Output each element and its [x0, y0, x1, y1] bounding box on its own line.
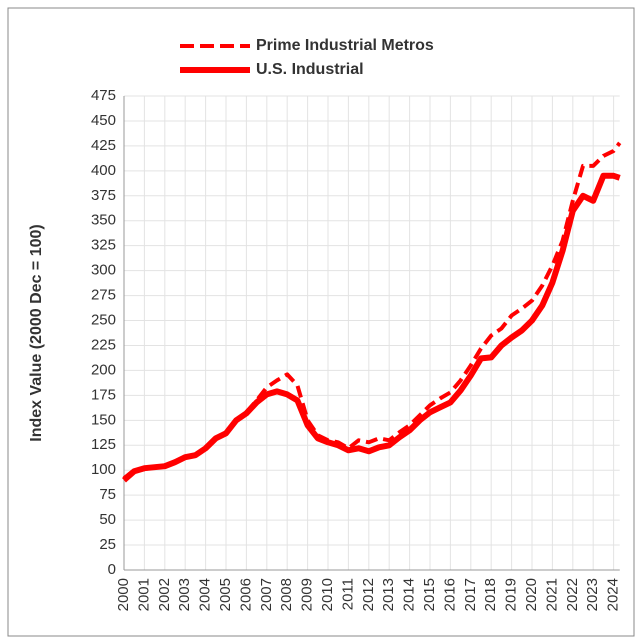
x-tick-label: 2010 [319, 578, 336, 611]
x-tick-label: 2018 [482, 578, 499, 611]
y-tick-label: 275 [91, 287, 116, 304]
x-tick-label: 2021 [543, 578, 560, 611]
x-tick-label: 2012 [360, 578, 377, 611]
y-tick-label: 0 [108, 561, 116, 578]
x-tick-label: 2024 [605, 578, 622, 611]
x-tick-label: 2019 [503, 578, 520, 611]
line-series [122, 172, 621, 483]
y-tick-label: 50 [99, 511, 116, 528]
y-tick-label: 350 [91, 212, 116, 229]
x-tick-label: 2002 [156, 578, 173, 611]
x-tick-label: 2017 [462, 578, 479, 611]
y-tick-label: 125 [91, 436, 116, 453]
x-tick-label: 2023 [584, 578, 601, 611]
y-tick-label: 150 [91, 411, 116, 428]
x-tick-label: 2008 [278, 578, 295, 611]
y-tick-label: 300 [91, 262, 116, 279]
x-tick-label: 2009 [299, 578, 316, 611]
y-tick-label: 325 [91, 237, 116, 254]
x-tick-label: 2014 [401, 578, 418, 611]
y-tick-label: 175 [91, 386, 116, 403]
x-tick-label: 2016 [441, 578, 458, 611]
y-tick-label: 225 [91, 336, 116, 353]
legend-label: U.S. Industrial [256, 61, 364, 78]
y-tick-label: 100 [91, 461, 116, 478]
x-tick-label: 2004 [197, 578, 214, 611]
y-tick-label: 200 [91, 361, 116, 378]
y-tick-label: 250 [91, 311, 116, 328]
y-tick-label: 425 [91, 137, 116, 154]
y-tick-label: 25 [99, 536, 116, 553]
x-tick-label: 2020 [523, 578, 540, 611]
y-tick-label: 475 [91, 87, 116, 104]
y-tick-label: 400 [91, 162, 116, 179]
y-tick-label: 75 [99, 486, 116, 503]
x-tick-label: 2001 [135, 578, 152, 611]
x-tick-label: 2006 [237, 578, 254, 611]
x-tick-label: 2022 [564, 578, 581, 611]
y-tick-label: 450 [91, 112, 116, 129]
y-tick-label: 375 [91, 187, 116, 204]
x-tick-label: 2000 [115, 578, 132, 611]
legend-label: Prime Industrial Metros [256, 37, 434, 54]
x-tick-label: 2011 [339, 578, 356, 610]
x-tick-label: 2005 [217, 578, 234, 611]
x-tick-label: 2007 [258, 578, 275, 611]
x-tick-label: 2003 [176, 578, 193, 611]
x-tick-label: 2013 [380, 578, 397, 611]
y-axis-label: Index Value (2000 Dec = 100) [28, 224, 45, 441]
x-tick-label: 2015 [421, 578, 438, 611]
